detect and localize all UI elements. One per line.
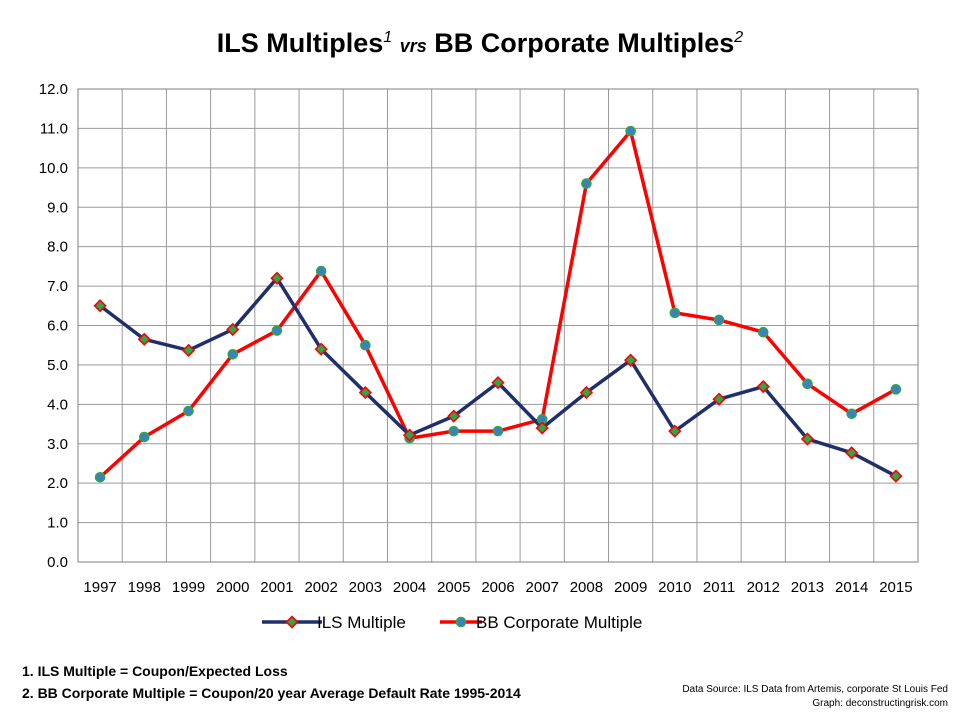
x-tick-label: 2008 bbox=[570, 579, 603, 596]
x-tick-label: 2006 bbox=[481, 579, 514, 596]
ils-multiple-point bbox=[845, 446, 859, 460]
footnotes: 1. ILS Multiple = Coupon/Expected Loss 2… bbox=[22, 660, 521, 704]
bb-corporate-point bbox=[757, 326, 769, 338]
y-tick-label: 7.0 bbox=[47, 278, 68, 295]
line-chart: 0.0 1.0 2.0 3.0 4.0 5.0 6.0 7.0 8.0 9.0 10.0 11.0 12… bbox=[39, 81, 919, 632]
y-tick-label: 9.0 bbox=[47, 199, 68, 216]
y-tick-label: 12.0 bbox=[39, 81, 68, 98]
bb-corporate-point bbox=[581, 178, 592, 189]
data-source: Data Source: ILS Data from Artemis, corp… bbox=[682, 683, 948, 711]
x-tick-label: 2011 bbox=[703, 579, 735, 596]
title-part1: ILS Multiples bbox=[216, 28, 384, 58]
ils-multiple-point bbox=[889, 469, 903, 483]
bb-corporate-point bbox=[802, 378, 813, 390]
ils-multiple-point bbox=[491, 376, 505, 390]
bb-corporate-point bbox=[448, 425, 460, 437]
title-part2: BB Corporate Multiples bbox=[434, 28, 735, 58]
title-sup2: 2 bbox=[734, 29, 744, 46]
x-tick-label: 1997 bbox=[83, 579, 116, 596]
y-tick-label: 5.0 bbox=[47, 357, 68, 374]
ils-multiple-point bbox=[181, 343, 196, 357]
bb-corporate-point bbox=[94, 471, 106, 483]
ils-multiple-point bbox=[712, 392, 726, 406]
legend-bb-marker bbox=[455, 616, 467, 628]
ils-multiple-point bbox=[358, 385, 372, 400]
y-tick-label: 11.0 bbox=[40, 120, 68, 137]
y-tick-label: 4.0 bbox=[47, 396, 68, 413]
ils-multiple-point bbox=[756, 379, 770, 394]
y-tick-label: 6.0 bbox=[47, 318, 68, 335]
bb-corporate-point bbox=[846, 408, 857, 420]
bb-corporate-point bbox=[890, 384, 902, 395]
bb-corporate-point bbox=[360, 339, 371, 351]
title-vrs: vrs bbox=[399, 36, 427, 56]
bb-corporate-point bbox=[713, 314, 725, 326]
ils-multiple-point bbox=[314, 342, 328, 356]
x-axis-ticks: 1997 1998 1999 2000 2001 2002 2003 2004 2005 2006… bbox=[83, 579, 912, 596]
plot-frame bbox=[77, 88, 919, 563]
y-tick-label: 10.0 bbox=[39, 160, 68, 177]
ils-multiple-point bbox=[226, 322, 240, 337]
ils-multiple-point bbox=[535, 421, 549, 435]
bb-corporate-point bbox=[183, 405, 194, 417]
legend: ILS Multiple BB Corporate Multiple bbox=[262, 613, 642, 632]
x-tick-label: 2005 bbox=[437, 579, 470, 596]
chart-title: ILS Multiples1 vrs BB Corporate Multiple… bbox=[0, 28, 960, 59]
bb-corporate-line bbox=[98, 129, 897, 479]
footnote-2: 2. BB Corporate Multiple = Coupon/20 yea… bbox=[22, 685, 521, 701]
series bbox=[93, 125, 903, 483]
source-line-2: Graph: deconstructingrisk.com bbox=[812, 698, 948, 709]
x-tick-label: 2001 bbox=[260, 579, 293, 596]
ils-multiple-point bbox=[93, 299, 107, 313]
bb-corporate-point bbox=[492, 425, 504, 437]
ils-multiple-point bbox=[402, 428, 417, 442]
y-tick-label: 1.0 bbox=[47, 515, 68, 532]
y-tick-label: 0.0 bbox=[47, 554, 68, 571]
x-tick-label: 2004 bbox=[393, 579, 426, 596]
legend-bb-label: BB Corporate Multiple bbox=[476, 613, 642, 632]
bb-corporate-point bbox=[669, 307, 681, 319]
source-line-1: Data Source: ILS Data from Artemis, corp… bbox=[682, 684, 948, 695]
x-tick-label: 1998 bbox=[128, 579, 161, 596]
y-tick-label: 2.0 bbox=[47, 475, 68, 492]
grid bbox=[77, 88, 919, 563]
ils-multiple-point bbox=[579, 385, 594, 400]
ils-multiple-point bbox=[800, 432, 815, 446]
bb-corporate-point bbox=[139, 431, 150, 443]
y-axis-ticks: 0.0 1.0 2.0 3.0 4.0 5.0 6.0 7.0 8.0 9.0 10.0 11.0 12… bbox=[39, 81, 68, 571]
ils-multiple-point bbox=[447, 409, 461, 423]
ils-multiple-point bbox=[668, 424, 682, 438]
x-tick-label: 1999 bbox=[172, 579, 205, 596]
x-tick-label: 2007 bbox=[526, 579, 559, 596]
x-tick-label: 2012 bbox=[747, 579, 780, 596]
y-tick-label: 3.0 bbox=[47, 436, 68, 453]
bb-corporate-point bbox=[227, 348, 239, 360]
x-tick-label: 2010 bbox=[658, 579, 691, 596]
footnote-1: 1. ILS Multiple = Coupon/Expected Loss bbox=[22, 663, 288, 679]
legend-ils-marker bbox=[285, 615, 299, 629]
ils-multiple-point bbox=[137, 332, 151, 346]
y-tick-label: 8.0 bbox=[47, 239, 68, 256]
ils-multiple-point bbox=[270, 271, 284, 285]
ils-multiple-point bbox=[624, 353, 638, 367]
x-tick-label: 2013 bbox=[791, 579, 824, 596]
x-tick-label: 2014 bbox=[835, 579, 868, 596]
x-tick-label: 2002 bbox=[304, 579, 337, 596]
title-sup1: 1 bbox=[383, 29, 393, 46]
x-tick-label: 2000 bbox=[216, 579, 249, 596]
legend-ils-label: ILS Multiple bbox=[317, 613, 406, 632]
x-tick-label: 2015 bbox=[879, 579, 912, 596]
x-tick-label: 2009 bbox=[614, 579, 647, 596]
x-tick-label: 2003 bbox=[349, 579, 382, 596]
bb-corporate-point bbox=[271, 325, 283, 336]
bb-corporate-point bbox=[315, 265, 327, 277]
bb-corporate-point bbox=[625, 125, 636, 137]
